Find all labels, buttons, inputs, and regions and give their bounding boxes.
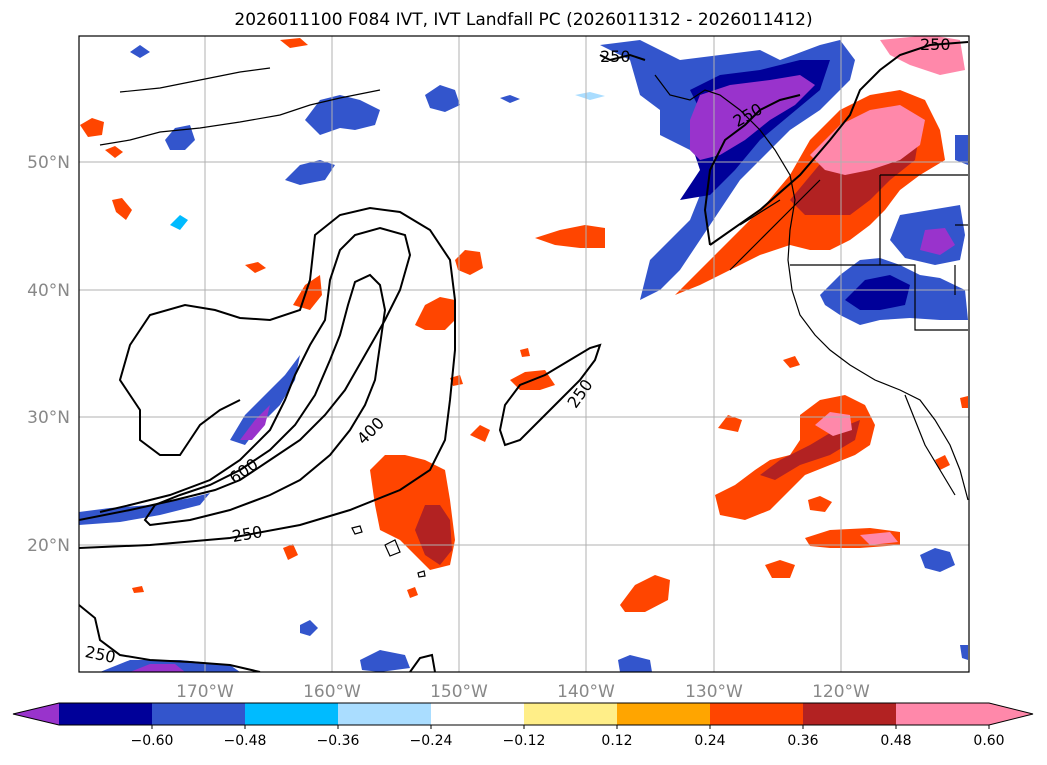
colorbar-segments — [59, 703, 990, 725]
colorbar-tick-label: −0.48 — [224, 733, 267, 749]
colorbar: −0.60 −0.48 −0.36 −0.24 −0.12 0.12 0.24 0.36 0.4… — [12, 702, 1034, 749]
colorbar-segment — [338, 703, 432, 725]
latitude-labels: 50°N 40°N 30°N 20°N — [27, 153, 70, 556]
coastlines — [99, 67, 969, 501]
colorbar-tick-label: −0.12 — [503, 733, 546, 749]
colorbar-segment — [896, 703, 990, 725]
colorbar-extend-left — [13, 703, 59, 725]
colorbar-segment — [803, 703, 897, 725]
colorbar-tick-label: −0.36 — [317, 733, 360, 749]
lon-label-140w: 140°W — [557, 682, 615, 702]
colorbar-tick-label: 0.60 — [973, 733, 1004, 749]
colorbar-extend-right — [989, 703, 1033, 725]
lon-label-170w: 170°W — [176, 682, 234, 702]
colorbar-tick-label: 0.24 — [694, 733, 725, 749]
colorbar-tick-label: −0.24 — [410, 733, 453, 749]
contour-label: 250 — [600, 47, 631, 66]
map-plot-area: 250 250 400 600 250 250 250 250 — [79, 35, 969, 672]
hawaii-islands — [351, 525, 426, 578]
colorbar-segment — [524, 703, 618, 725]
colorbar-segment — [152, 703, 246, 725]
colorbar-tick-label: 0.48 — [880, 733, 911, 749]
chart-title: 2026011100 F084 IVT, IVT Landfall PC (20… — [234, 10, 813, 30]
ivt-contours — [79, 41, 969, 672]
colorbar-segment — [617, 703, 711, 725]
colorbar-segment — [431, 703, 525, 725]
colorbar-segment — [59, 703, 153, 725]
colorbar-ticks: −0.60 −0.48 −0.36 −0.24 −0.12 0.12 0.24 0.36 0.4… — [131, 725, 1005, 749]
map-frame — [78, 35, 970, 673]
colorbar-segment — [245, 703, 339, 725]
contour-label: 250 — [920, 35, 951, 54]
lon-label-130w: 130°W — [685, 682, 743, 702]
colorbar-tick-label: 0.12 — [601, 733, 632, 749]
lat-label-30n: 30°N — [27, 408, 70, 428]
longitude-labels: 170°W 160°W 150°W 140°W 130°W 120°W — [176, 682, 870, 702]
positive-pc-regions — [80, 38, 968, 612]
lat-label-40n: 40°N — [27, 281, 70, 301]
lat-label-50n: 50°N — [27, 153, 70, 173]
negative-pc-regions — [79, 36, 968, 672]
lon-label-150w: 150°W — [430, 682, 488, 702]
colorbar-tick-label: −0.60 — [131, 733, 174, 749]
gridlines — [79, 36, 969, 672]
colorbar-segment — [710, 703, 804, 725]
colorbar-tick-label: 0.36 — [787, 733, 818, 749]
lon-label-160w: 160°W — [303, 682, 361, 702]
lat-label-20n: 20°N — [27, 536, 70, 556]
lon-label-120w: 120°W — [812, 682, 870, 702]
